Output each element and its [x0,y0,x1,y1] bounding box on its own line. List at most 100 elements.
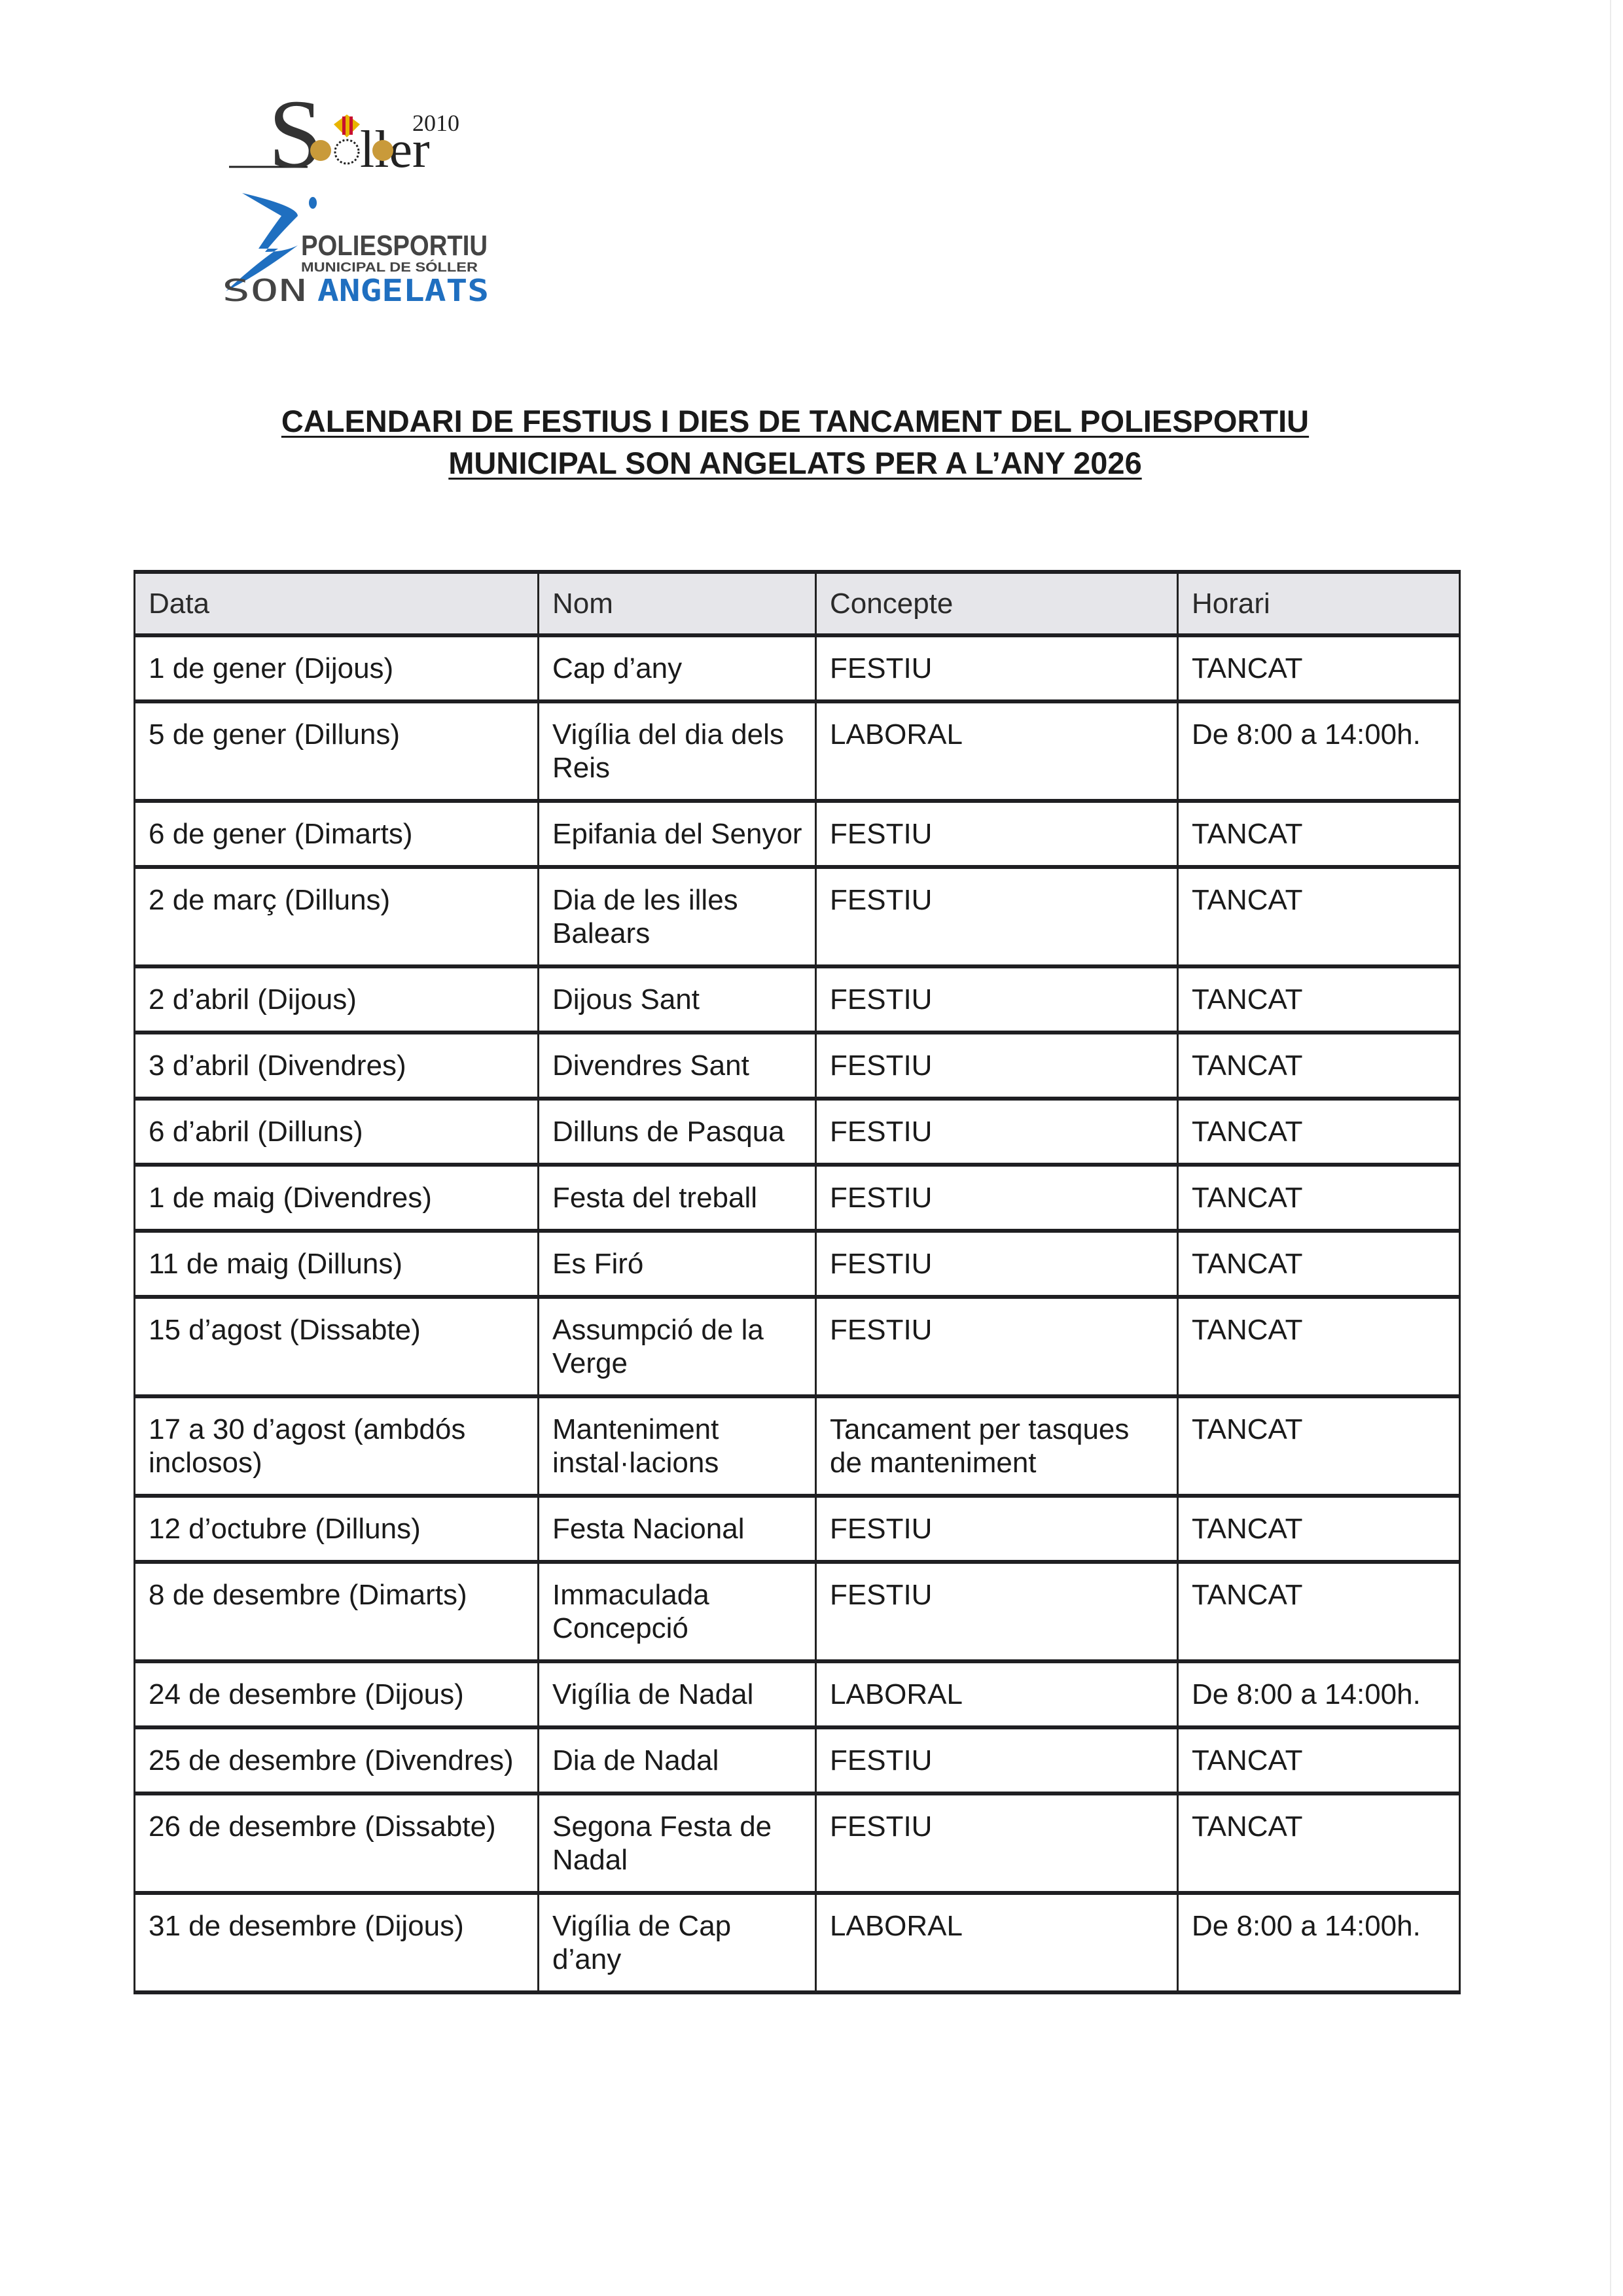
cell-concepte: FESTIU [815,633,1179,703]
table-row: 2 d’abril (Dijous) Dijous Sant FESTIU TANCA… [134,964,1461,1034]
table-row: 25 de desembre (Divendres) Dia de Nadal FE… [134,1725,1461,1795]
svg-text:MUNICIPAL DE SÓLLER: MUNICIPAL DE SÓLLER [301,259,478,275]
cell-concepte: FESTIU [815,1494,1179,1564]
cell-nom: Vigília de Cap d’any [537,1891,817,1994]
cell-data: 8 de desembre (Dimarts) [134,1560,539,1663]
cell-horari: TANCAT [1177,1725,1461,1795]
cell-horari: TANCAT [1177,1031,1461,1101]
table-row: 15 d’agost (Dissabte) Assumpció de la Ver… [134,1295,1461,1398]
cell-horari: TANCAT [1177,1394,1461,1498]
cell-nom: Assumpció de la Verge [537,1295,817,1398]
cell-nom: Divendres Sant [537,1031,817,1101]
table-row: 24 de desembre (Dijous) Vigília de Nadal L… [134,1659,1461,1729]
header-data: Data [134,570,539,637]
cell-nom: Dijous Sant [537,964,817,1034]
cell-nom: Segona Festa de Nadal [537,1792,817,1895]
cell-concepte: FESTIU [815,865,1179,968]
header-nom: Nom [537,570,817,637]
table-row: 6 d’abril (Dilluns) Dilluns de Pasqua FEST… [134,1097,1461,1167]
cell-data: 15 d’agost (Dissabte) [134,1295,539,1398]
cell-data: 24 de desembre (Dijous) [134,1659,539,1729]
cell-concepte: LABORAL [815,1659,1179,1729]
cell-concepte: FESTIU [815,1725,1179,1795]
cell-nom: Festa del treball [537,1163,817,1233]
table-row: 11 de maig (Dilluns) Es Firó FESTIU TANCAT [134,1229,1461,1299]
cell-concepte: FESTIU [815,1792,1179,1895]
svg-text:ller: ller [360,121,430,179]
cell-horari: TANCAT [1177,1229,1461,1299]
cell-data: 2 de març (Dilluns) [134,865,539,968]
cell-nom: Es Firó [537,1229,817,1299]
table-row: 2 de març (Dilluns) Dia de les illes Bale… [134,865,1461,968]
cell-data: 12 d’octubre (Dilluns) [134,1494,539,1564]
cell-nom: Festa Nacional [537,1494,817,1564]
cell-nom: Dia de Nadal [537,1725,817,1795]
holiday-calendar-table: Data Nom Concepte Horari 1 de gener (Dij… [134,570,1461,1994]
cell-horari: De 8:00 a 14:00h. [1177,699,1461,803]
title-line-2: MUNICIPAL SON ANGELATS PER A L’ANY 2026 [448,446,1142,480]
cell-concepte: LABORAL [815,699,1179,803]
cell-concepte: FESTIU [815,1560,1179,1663]
soller-2010-logo: S ller 2010 [229,80,459,183]
cell-concepte: FESTIU [815,1097,1179,1167]
cell-nom: Dia de les illes Balears [537,865,817,968]
table-row: 8 de desembre (Dimarts) Immaculada Concep… [134,1560,1461,1663]
svg-text:2010: 2010 [412,110,459,136]
svg-text:ANGELATS: ANGELATS [317,273,489,308]
cell-nom: Immaculada Concepció [537,1560,817,1663]
cell-horari: TANCAT [1177,1295,1461,1398]
table-row: 6 de gener (Dimarts) Epifania del Senyor F… [134,799,1461,869]
cell-horari: TANCAT [1177,964,1461,1034]
cell-data: 3 d’abril (Divendres) [134,1031,539,1101]
cell-horari: TANCAT [1177,1097,1461,1167]
cell-nom: Dilluns de Pasqua [537,1097,817,1167]
cell-concepte: FESTIU [815,1229,1179,1299]
cell-concepte: FESTIU [815,1295,1179,1398]
cell-horari: TANCAT [1177,1163,1461,1233]
cell-data: 6 d’abril (Dilluns) [134,1097,539,1167]
svg-text:SON: SON [222,273,307,308]
header-concepte: Concepte [815,570,1179,637]
table-row: 1 de gener (Dijous) Cap d’any FESTIU TANCAT [134,633,1461,703]
cell-horari: TANCAT [1177,799,1461,869]
cell-horari: TANCAT [1177,633,1461,703]
cell-horari: TANCAT [1177,865,1461,968]
cell-data: 25 de desembre (Divendres) [134,1725,539,1795]
table-row: 3 d’abril (Divendres) Divendres Sant FESTI… [134,1031,1461,1101]
table-row: 12 d’octubre (Dilluns) Festa Nacional FEST… [134,1494,1461,1564]
cell-data: 1 de maig (Divendres) [134,1163,539,1233]
cell-concepte: FESTIU [815,799,1179,869]
cell-nom: Epifania del Senyor [537,799,817,869]
svg-text:POLIESPORTIU: POLIESPORTIU [301,230,488,262]
header-horari: Horari [1177,570,1461,637]
cell-concepte: FESTIU [815,1163,1179,1233]
table-row: 1 de maig (Divendres) Festa del treball FE… [134,1163,1461,1233]
cell-horari: De 8:00 a 14:00h. [1177,1891,1461,1994]
document-title: CALENDARI DE FESTIUS I DIES DE TANCAMENT… [0,400,1590,484]
table-header-row: Data Nom Concepte Horari [134,570,1461,637]
cell-horari: TANCAT [1177,1560,1461,1663]
scan-edge [1610,0,1611,2296]
cell-concepte: FESTIU [815,1031,1179,1101]
title-line-1: CALENDARI DE FESTIUS I DIES DE TANCAMENT… [281,404,1310,438]
cell-horari: De 8:00 a 14:00h. [1177,1659,1461,1729]
cell-data: 26 de desembre (Dissabte) [134,1792,539,1895]
table-row: 31 de desembre (Dijous) Vigília de Cap d’… [134,1891,1461,1994]
cell-concepte: LABORAL [815,1891,1179,1994]
cell-data: 5 de gener (Dilluns) [134,699,539,803]
cell-horari: TANCAT [1177,1792,1461,1895]
table-row: 26 de desembre (Dissabte) Segona Festa de… [134,1792,1461,1895]
cell-data: 11 de maig (Dilluns) [134,1229,539,1299]
cell-nom: Manteniment instal·lacions [537,1394,817,1498]
poliesportiu-son-angelats-logo: POLIESPORTIU MUNICIPAL DE SÓLLER SON ANG… [222,193,489,308]
table-row: 17 a 30 d’agost (ambdós inclosos) Manteni… [134,1394,1461,1498]
cell-concepte: FESTIU [815,964,1179,1034]
cell-nom: Vigília de Nadal [537,1659,817,1729]
cell-nom: Cap d’any [537,633,817,703]
cell-horari: TANCAT [1177,1494,1461,1564]
cell-data: 1 de gener (Dijous) [134,633,539,703]
cell-data: 31 de desembre (Dijous) [134,1891,539,1994]
svg-text:S: S [268,80,323,183]
cell-nom: Vigília del dia dels Reis [537,699,817,803]
cell-concepte: Tancament per tasques de manteniment [815,1394,1179,1498]
